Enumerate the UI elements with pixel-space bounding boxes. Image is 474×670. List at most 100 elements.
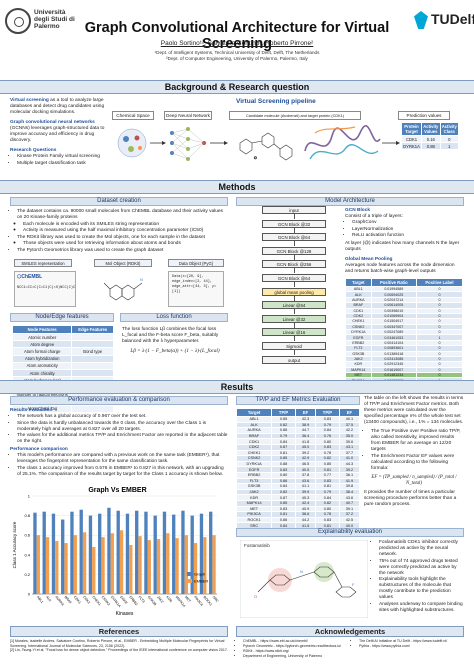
flow-box-mol: Mol Object (RDKit) xyxy=(94,259,152,267)
explain-bullet: 75% out of 74 approved drugs tested were… xyxy=(379,559,464,577)
tpef-cell: 46.5 xyxy=(294,460,317,468)
bar-graph xyxy=(153,515,157,594)
svg-text:O: O xyxy=(254,594,257,599)
frac-header: Target xyxy=(345,278,372,287)
node-feature: Atom degree xyxy=(11,340,73,349)
tpef-cell: CSNK2 xyxy=(235,455,273,462)
tpef-cell: 44.3 xyxy=(338,460,361,468)
frac-row: FLT3 0.00893601 0 xyxy=(345,345,464,352)
x-tick-label: CDK1 xyxy=(73,595,82,605)
svg-text:O: O xyxy=(254,156,257,160)
tpef-cell: JAK2 xyxy=(235,488,273,496)
tpef-cell: 45.0 xyxy=(294,444,317,451)
tpef-row: DYRK1A 0.88 46.5 0.85 44.3 xyxy=(235,460,361,468)
node-feature: Atom formal charge xyxy=(11,347,73,356)
bar-graph xyxy=(51,513,56,594)
tpef-conclusion: It provides the number of times a partic… xyxy=(364,489,457,507)
tpef-cell: FLT3 xyxy=(235,477,273,485)
tpef-cell: CDK2 xyxy=(235,444,273,451)
smiles-panel: ⬡ChEMBL NCC1=CC=C(C=C1)C(=O)NCC(C)C xyxy=(14,271,76,307)
tpef-bullet: The True Positive over Positive ratio TP… xyxy=(371,429,464,453)
research-question-item: Kinase Protein Family virtual screening xyxy=(17,154,114,160)
ef-formula: EF = (TP_sampled / n_sampled) / (P_total… xyxy=(371,474,457,486)
bar-graph xyxy=(209,511,213,594)
tpef-cell: 39.8 xyxy=(338,483,361,490)
tpef-cell: 45.3 xyxy=(294,494,317,501)
gcn-note: At layer (@) indicates how many channels… xyxy=(345,241,460,252)
pred-cell: 1 xyxy=(439,142,460,151)
svg-text:N: N xyxy=(140,277,143,282)
pred-header: Activity Values xyxy=(421,122,441,136)
data-object-panel: Data(x=[20, 9], edge_index=[2, 44], edge… xyxy=(168,271,224,307)
edge-feature xyxy=(71,368,114,378)
tpef-row: AURKA 0.86 44.7 0.84 42.2 xyxy=(235,427,361,434)
bar-ember xyxy=(156,539,161,594)
tpef-cell: 42.2 xyxy=(338,427,361,434)
ack-link[interactable]: Pythia - https://www.pythia.com/ xyxy=(359,644,464,649)
gcnn-term: Graph convolutional neural networks xyxy=(10,120,95,125)
arch-arrow xyxy=(294,268,295,274)
pipe-box-chemical-space: Chemical Space xyxy=(112,111,154,120)
node-feature: Atom aromaticity xyxy=(11,361,73,370)
x-tick-label: MAPK14 xyxy=(175,595,187,608)
edge-feature: Bond type xyxy=(71,347,114,356)
tpef-row: MET 0.83 40.9 0.80 39.1 xyxy=(235,505,361,513)
loss-text: The loss function Lβ combines the focal … xyxy=(122,327,219,344)
arch-block: Linear @16 xyxy=(262,328,326,337)
x-tick-label: JAK2 xyxy=(156,595,164,604)
loss-formula: Lβ = λ·(1 − F_beta(α)) + (1 − λ)·(L_foca… xyxy=(130,348,220,354)
tpef-intro: The table on the left shows the results … xyxy=(364,396,464,425)
y-tick-label: 0 xyxy=(28,592,31,597)
bar-graph xyxy=(98,513,102,594)
ack-link[interactable]: Pytorch Geometric - https://pytorch-geom… xyxy=(243,644,348,649)
tpef-bullet: The Enrichment Factor EF values were cal… xyxy=(371,454,464,472)
section-banner-methods: Methods xyxy=(0,180,474,194)
result-bullet: Since the data is hardly unbalanced towa… xyxy=(17,421,228,433)
subsection-loss: Loss function xyxy=(120,313,228,322)
bar-graph xyxy=(116,510,120,594)
university-name: Università degli Studi di Palermo xyxy=(34,9,75,30)
x-tick-label: AURKA xyxy=(54,595,65,607)
bar-graph xyxy=(190,515,194,594)
tpef-row: BRAF 0.79 36.4 0.76 35.0 xyxy=(235,432,361,440)
bar-ember xyxy=(193,543,198,594)
neural-network-icon xyxy=(170,127,206,161)
tpef-header: EF xyxy=(294,408,317,417)
y-tick-label: 0.2 xyxy=(24,572,30,577)
node-feature: Atom hybridization xyxy=(11,354,73,363)
chemical-space-icon xyxy=(117,128,147,158)
x-tick-label: ROCK1 xyxy=(202,595,213,607)
svg-text:N: N xyxy=(300,569,303,574)
pipeline-graphics: O xyxy=(117,125,400,161)
subsection-model: Model Architecture xyxy=(236,197,464,206)
bar-ember xyxy=(36,535,40,594)
tpef-cell: EGFR xyxy=(235,466,273,473)
frac-row: ABL1 0.01994589 0 xyxy=(345,285,464,293)
ack-link[interactable]: ChEMBL - https://www.ebi.ac.uk/chembl/ xyxy=(243,639,348,644)
ack-link[interactable]: RDKit - https://www.rdkit.org/ xyxy=(243,649,348,654)
bar-chart: Graph Vs EMBER 0 0.2 0.4 0.6 0.8 1 ABL1 ALK AURKA… xyxy=(10,484,225,617)
x-tick-label: CDK2 xyxy=(82,595,91,605)
dataset-bullet: Those objects were used for retrieving i… xyxy=(23,241,228,247)
tpef-cell: 39.2 xyxy=(338,466,361,473)
tpef-cell: 42.3 xyxy=(294,416,317,423)
arch-block: Linear @64 xyxy=(262,301,326,310)
subsection-tpef: TP/P and EF Metrics Evaluation xyxy=(236,396,360,405)
edge-feature xyxy=(71,361,114,370)
positive-ratio-table: Target Positive Ratio Positive Label ABL… xyxy=(345,278,464,395)
research-questions-title: Research Questions xyxy=(10,148,57,153)
bar-graph xyxy=(199,513,204,594)
seal-icon xyxy=(5,8,31,34)
tpef-row: ABL1 0.85 42.3 0.83 40.1 xyxy=(235,416,361,423)
tpef-cell: 44.7 xyxy=(294,427,317,434)
tpef-cell: 41.1 xyxy=(294,483,317,490)
chart-svg: Graph Vs EMBER 0 0.2 0.4 0.6 0.8 1 ABL1 ALK AURKA… xyxy=(12,487,220,617)
x-tick-label: KDR xyxy=(165,595,173,603)
arch-arrow xyxy=(294,336,295,342)
tpef-cell: CHEK1 xyxy=(235,449,273,457)
x-tick-label: BRAF xyxy=(64,595,73,605)
gcn-block-text: GCN Block Consist of a triple of layers:… xyxy=(345,208,463,275)
frac-header: Positive Ratio xyxy=(370,278,417,287)
ack-link[interactable]: The Delft AI Initiative at TU Delft - ht… xyxy=(359,639,464,644)
